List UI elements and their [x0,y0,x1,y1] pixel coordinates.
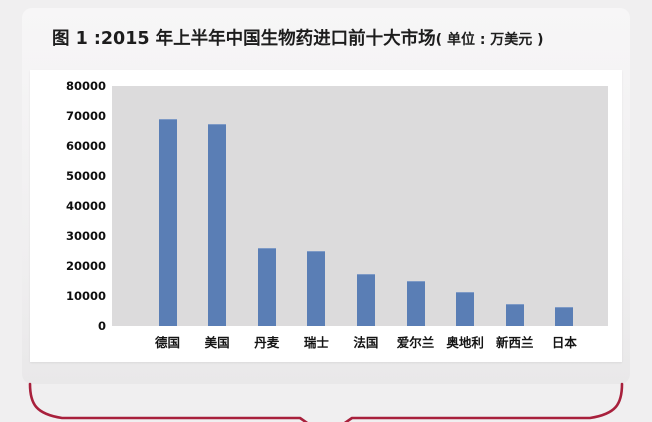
bar-series [112,86,608,326]
bar-slot [292,86,342,326]
bar [505,304,524,326]
bar-slot [490,86,540,326]
x-axis-tick: 日本 [551,335,577,350]
bar [356,274,375,326]
bar [456,292,475,326]
y-axis-labels: 80000 70000 60000 50000 40000 30000 20000 10000… [30,79,106,333]
x-axis-tick: 奥地利 [446,335,484,350]
bar-slot [440,86,490,326]
bar-slot [143,86,193,326]
bar [158,119,177,326]
x-axis-tick: 爱尔兰 [396,335,435,350]
bar [257,248,276,326]
bar-slot [192,86,242,326]
bar-slot [391,86,441,326]
x-axis-tick: 德国 [155,335,181,350]
y-axis-tick: 60000 [65,139,106,153]
chart-title-main: 图 1 :2015 年上半年中国生物药进口前十大市场 [52,29,436,49]
y-axis-tick: 50000 [65,169,106,183]
bar-slot [540,86,590,326]
y-axis-tick: 10000 [65,289,106,303]
x-axis-tick: 美国 [204,335,230,350]
y-axis-tick: 80000 [65,79,106,93]
bar [555,307,574,326]
x-axis-tick: 瑞士 [303,335,329,350]
decorative-brace [28,382,624,422]
bar-slot [242,86,292,326]
bar [406,281,425,326]
plot-area [112,86,608,326]
y-axis-tick: 30000 [65,229,106,243]
y-axis-tick: 40000 [65,199,106,213]
chart-title-unit: ( 单位 : 万美元 ) [435,32,544,48]
bar [307,251,326,326]
y-axis-tick: 20000 [65,259,106,273]
y-axis-tick: 0 [97,319,106,333]
chart-title: 图 1 :2015 年上半年中国生物药进口前十大市场( 单位 : 万美元 ) [52,22,632,56]
x-axis-labels: 德国 美国 丹麦 瑞士 法国 爱尔兰 奥地利 新西兰 日本 [112,332,608,356]
x-axis-tick: 法国 [353,335,379,350]
y-axis-tick: 70000 [65,109,106,123]
bar [208,124,227,326]
bar-slot [341,86,391,326]
x-axis-tick: 新西兰 [495,335,534,350]
x-axis-tick: 丹麦 [254,335,280,350]
